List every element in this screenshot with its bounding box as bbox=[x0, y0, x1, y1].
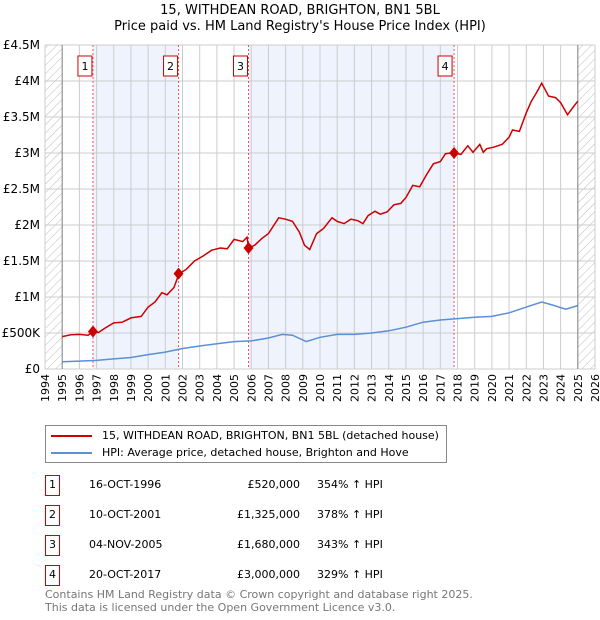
x-tick-label: 1999 bbox=[125, 374, 138, 402]
hatched-range bbox=[577, 45, 595, 369]
sale-label-box bbox=[163, 55, 179, 77]
chart-subtitle: Price paid vs. HM Land Registry's House … bbox=[114, 19, 486, 34]
y-tick-label: £2M bbox=[14, 218, 40, 232]
sale-hpi-change: 354% ↑ HPI bbox=[317, 478, 383, 491]
legend-item-hpi: HPI: Average price, detached house, Brig… bbox=[51, 446, 409, 459]
x-tick-label: 2015 bbox=[400, 374, 413, 402]
hatched-range bbox=[45, 45, 63, 369]
shaded-range bbox=[92, 45, 179, 369]
legend-item-property: 15, WITHDEAN ROAD, BRIGHTON, BN1 5BL (de… bbox=[51, 429, 439, 442]
sale-point bbox=[449, 147, 460, 159]
x-tick-label: 1995 bbox=[56, 374, 69, 402]
x-tick-label: 2025 bbox=[572, 374, 585, 402]
y-tick-label: £1.5M bbox=[3, 254, 40, 268]
chart-title: 15, WITHDEAN ROAD, BRIGHTON, BN1 5BL bbox=[160, 3, 440, 18]
sale-row: 3 04-NOV-2005 £1,680,000 343% ↑ HPI bbox=[45, 535, 505, 556]
legend-label: HPI: Average price, detached house, Brig… bbox=[102, 446, 409, 459]
x-tick-label: 2006 bbox=[245, 374, 258, 402]
sale-price: £1,680,000 bbox=[237, 538, 300, 551]
x-tick-label: 2002 bbox=[177, 374, 190, 402]
sale-point bbox=[87, 325, 98, 338]
sale-number-badge: 4 bbox=[45, 565, 60, 586]
x-tick-label: 1997 bbox=[91, 374, 104, 402]
x-tick-label: 2000 bbox=[142, 374, 155, 402]
sale-number-badge: 3 bbox=[45, 535, 60, 556]
legend: 15, WITHDEAN ROAD, BRIGHTON, BN1 5BL (de… bbox=[45, 425, 447, 463]
sale-label: 4 bbox=[442, 60, 449, 73]
sale-label-box bbox=[437, 55, 453, 77]
x-tick-label: 2021 bbox=[503, 374, 516, 402]
x-tick-label: 2007 bbox=[262, 374, 275, 402]
x-tick-label: 2011 bbox=[331, 374, 344, 402]
x-tick-label: 2018 bbox=[452, 374, 465, 402]
sale-date: 10-OCT-2001 bbox=[89, 508, 162, 521]
sale-price: £3,000,000 bbox=[237, 568, 300, 581]
x-tick-label: 2022 bbox=[520, 374, 533, 402]
legend-swatch-blue bbox=[51, 451, 92, 454]
sale-number-badge: 1 bbox=[45, 475, 60, 496]
legend-label: 15, WITHDEAN ROAD, BRIGHTON, BN1 5BL (de… bbox=[102, 429, 439, 442]
y-tick-label: £3.5M bbox=[3, 110, 40, 124]
sale-price: £520,000 bbox=[247, 478, 301, 491]
x-tick-label: 1996 bbox=[73, 374, 86, 402]
property-price-line bbox=[62, 81, 579, 338]
y-tick-label: £500K bbox=[2, 326, 42, 340]
x-tick-label: 2023 bbox=[537, 374, 550, 402]
x-tick-label: 2003 bbox=[194, 374, 207, 402]
sale-number-badge: 2 bbox=[45, 505, 60, 526]
sale-hpi-change: 343% ↑ HPI bbox=[317, 538, 383, 551]
x-tick-label: 2012 bbox=[348, 374, 361, 402]
x-tick-label: 2024 bbox=[555, 374, 568, 402]
x-tick-label: 2020 bbox=[486, 374, 499, 402]
y-tick-label: £3M bbox=[14, 146, 40, 160]
sale-date: 20-OCT-2017 bbox=[89, 568, 162, 581]
legend-swatch-red bbox=[51, 434, 92, 437]
x-tick-label: 1994 bbox=[39, 374, 52, 402]
y-tick-label: £0 bbox=[25, 362, 40, 376]
sale-row: 2 10-OCT-2001 £1,325,000 378% ↑ HPI bbox=[45, 505, 505, 526]
x-tick-label: 2013 bbox=[366, 374, 379, 402]
y-tick-label: £4.5M bbox=[3, 38, 40, 52]
sale-hpi-change: 378% ↑ HPI bbox=[317, 508, 383, 521]
sale-point bbox=[243, 242, 254, 255]
x-tick-label: 2017 bbox=[434, 374, 447, 402]
sale-row: 1 16-OCT-1996 £520,000 354% ↑ HPI bbox=[45, 475, 505, 496]
sale-hpi-change: 329% ↑ HPI bbox=[317, 568, 383, 581]
y-tick-label: £1M bbox=[14, 290, 40, 304]
sale-label-box bbox=[233, 55, 248, 77]
footer-line: Contains HM Land Registry data © Crown c… bbox=[45, 588, 473, 601]
sale-row: 4 20-OCT-2017 £3,000,000 329% ↑ HPI bbox=[45, 565, 505, 586]
x-tick-label: 2019 bbox=[469, 374, 482, 402]
x-tick-label: 2004 bbox=[211, 374, 224, 402]
plot: 1994 1995 1996 1997 1998 1999 2000 2001 2002 2003… bbox=[2, 38, 600, 402]
x-tick-label: 2016 bbox=[417, 374, 430, 402]
x-tick-label: 2026 bbox=[589, 374, 600, 402]
x-tick-label: 2014 bbox=[383, 374, 396, 402]
sale-price: £1,325,000 bbox=[237, 508, 300, 521]
sale-date: 16-OCT-1996 bbox=[89, 478, 162, 491]
x-tick-label: 2005 bbox=[228, 374, 241, 402]
x-tick-label: 2010 bbox=[314, 374, 327, 402]
shaded-range bbox=[248, 45, 455, 369]
footer-line: This data is licensed under the Open Gov… bbox=[45, 601, 396, 614]
sale-date: 04-NOV-2005 bbox=[89, 538, 163, 551]
sale-label: 1 bbox=[81, 60, 88, 73]
x-tick-label: 1998 bbox=[108, 374, 121, 402]
sale-label-box bbox=[77, 55, 93, 77]
sale-point bbox=[173, 267, 184, 280]
x-tick-label: 2001 bbox=[159, 374, 172, 402]
x-tick-label: 2008 bbox=[280, 374, 293, 402]
y-tick-label: £2.5M bbox=[3, 182, 40, 196]
sale-label: 2 bbox=[167, 60, 174, 73]
y-tick-label: £4M bbox=[14, 74, 40, 88]
footer: Contains HM Land Registry data © Crown c… bbox=[45, 588, 473, 614]
x-tick-label: 2009 bbox=[297, 374, 310, 402]
sale-label: 3 bbox=[237, 60, 244, 73]
hpi-line bbox=[62, 301, 579, 363]
